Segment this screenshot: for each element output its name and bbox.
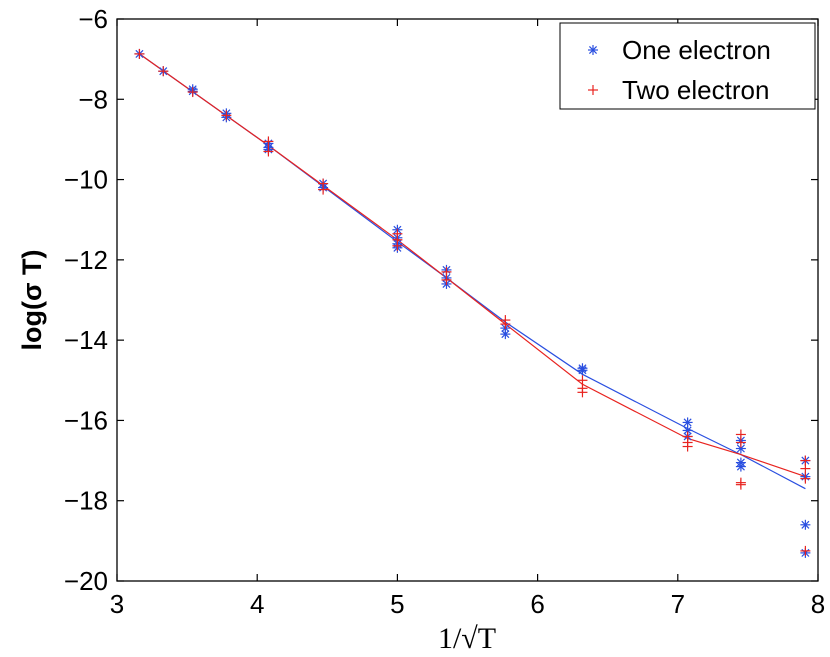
- data-point-series-1: [577, 365, 588, 376]
- data-point-series-2: [221, 110, 232, 121]
- y-tick-label: −6: [78, 4, 108, 34]
- data-point-series-2: [187, 87, 198, 98]
- data-point-series-2: [800, 463, 811, 474]
- x-tick-label: 4: [250, 589, 264, 619]
- legend-box: [559, 22, 816, 110]
- data-point-series-2: [735, 437, 746, 448]
- data-point-series-2: [392, 240, 403, 251]
- data-point-series-1: [500, 329, 511, 340]
- y-tick-label: −8: [78, 84, 108, 114]
- data-points: [134, 48, 811, 558]
- x-axis-label: 1/√T: [438, 622, 496, 655]
- data-point-series-2: [263, 146, 274, 157]
- plot-area: [117, 19, 818, 581]
- x-tick-label: 8: [811, 589, 825, 619]
- data-point-series-2: [577, 387, 588, 398]
- legend-marker-1: [588, 45, 598, 55]
- data-point-series-2: [800, 545, 811, 556]
- x-tick-label: 7: [671, 589, 685, 619]
- x-tick-label: 6: [530, 589, 544, 619]
- y-tick-label: −16: [64, 405, 108, 435]
- y-tick-label: −18: [64, 486, 108, 516]
- y-axis-label: log(σ T): [17, 250, 47, 351]
- y-tick-label: −14: [64, 325, 108, 355]
- legend-label-2: Two electron: [622, 75, 769, 105]
- legend: One electron Two electron: [559, 22, 816, 110]
- data-point-series-2: [441, 274, 452, 285]
- x-tick-label: 5: [390, 589, 404, 619]
- data-point-series-2: [134, 48, 145, 59]
- legend-label-1: One electron: [622, 35, 771, 65]
- legend-marker-2: [588, 85, 598, 95]
- x-tick-label: 3: [110, 589, 124, 619]
- plot-frame: [116, 18, 819, 582]
- data-point-series-2: [500, 319, 511, 330]
- axis-ticks: [116, 18, 819, 582]
- y-tick-label: −12: [64, 245, 108, 275]
- data-point-series-2: [318, 184, 329, 195]
- data-point-series-2: [800, 473, 811, 484]
- data-point-series-2: [735, 479, 746, 490]
- data-point-series-1: [800, 519, 811, 530]
- data-point-series-1: [735, 461, 746, 472]
- y-tick-label: −10: [64, 165, 108, 195]
- y-tick-label: −20: [64, 566, 108, 596]
- tick-labels: 3 4 5 6 7 8 −20 −18 −16 −14 −12 −10 −8 −6: [64, 4, 825, 619]
- data-point-series-2: [158, 66, 169, 77]
- data-point-series-2: [263, 136, 274, 147]
- data-point-series-2: [682, 441, 693, 452]
